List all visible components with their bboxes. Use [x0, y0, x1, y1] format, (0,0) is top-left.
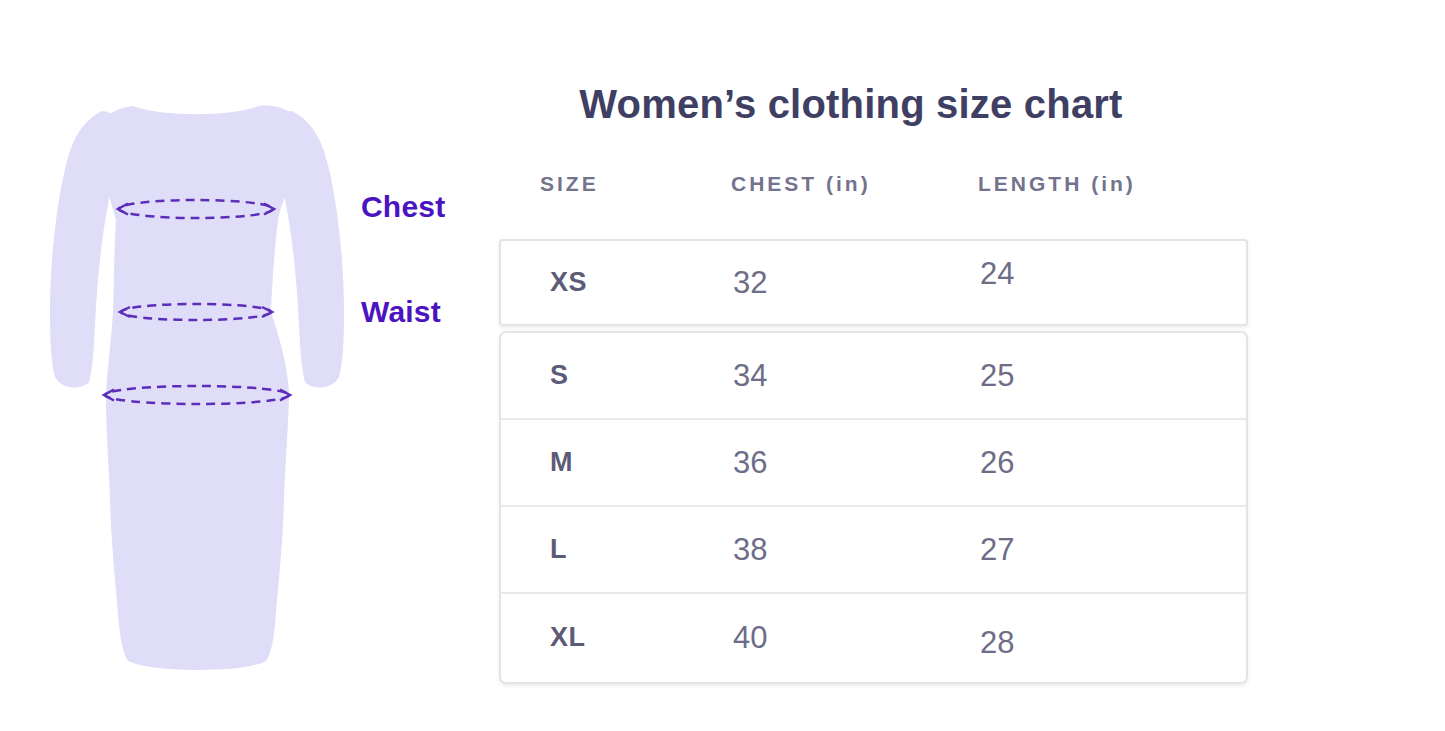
length-cell: 26: [980, 445, 1246, 481]
size-cell: XS: [542, 267, 733, 298]
table-row: XS 32 24: [501, 241, 1246, 324]
page-title: Women’s clothing size chart: [579, 82, 1122, 127]
chest-cell: 32: [733, 265, 980, 301]
table-row: M 36 26: [501, 420, 1246, 507]
size-cell: S: [542, 360, 733, 391]
dress-right-sleeve: [272, 111, 344, 387]
chest-cell: 38: [733, 532, 980, 568]
length-cell: 28: [980, 625, 1246, 661]
length-cell: 25: [980, 358, 1246, 394]
size-cell: M: [542, 447, 733, 478]
table-row: XL 40 28: [501, 594, 1246, 681]
length-cell: 27: [980, 532, 1246, 568]
chest-cell: 36: [733, 445, 980, 481]
chest-cell: 40: [733, 620, 980, 656]
size-table-body-card: S 34 25 M 36 26 L 38 27 XL 40 28: [499, 331, 1248, 684]
dress-silhouette: [50, 106, 344, 670]
size-cell: L: [542, 534, 733, 565]
waist-label: Waist: [361, 295, 441, 329]
chest-cell: 34: [733, 358, 980, 394]
table-header: SIZE CHEST (in) LENGTH (in): [499, 172, 1248, 196]
chest-label: Chest: [361, 190, 445, 224]
table-row: L 38 27: [501, 507, 1246, 594]
size-chart-page: Chest Waist Women’s clothing size chart …: [0, 0, 1445, 731]
column-header-length: LENGTH (in): [978, 172, 1248, 196]
size-table-first-row-card: XS 32 24: [499, 239, 1248, 326]
dress-illustration: [42, 95, 352, 680]
column-header-chest: CHEST (in): [731, 172, 978, 196]
length-cell: 24: [980, 256, 1246, 292]
size-cell: XL: [542, 622, 733, 653]
column-header-size: SIZE: [540, 172, 731, 196]
table-row: S 34 25: [501, 333, 1246, 420]
dress-body: [92, 106, 308, 670]
